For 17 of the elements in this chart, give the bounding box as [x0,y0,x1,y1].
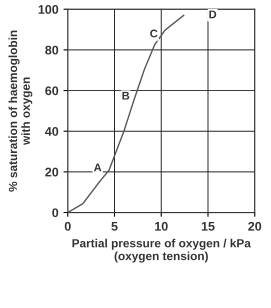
y-tick-label: 40 [45,127,58,136]
x-tick-label: 5 [111,222,118,231]
y-tick-label: 0 [52,208,58,218]
x-tick-label: 0 [64,222,71,231]
annotation: D [209,10,216,18]
y-tick-label: 20 [45,168,58,177]
y-tick-label: 100 [38,5,58,14]
annotation: B [122,92,130,100]
annotation: C [150,30,158,38]
y-axis-title: % saturation of haemoglobin with oxygen [8,30,32,192]
x-axis-title: Partial pressure of oxygen / kPa (oxygen tension) [72,238,251,263]
y-tick-label: 60 [45,86,58,96]
x-tick-label: 10 [155,222,168,231]
x-tick-label: 15 [202,222,215,231]
y-tick-label: 80 [45,46,58,55]
x-tick-label: 20 [248,222,262,231]
annotation: A [94,164,102,172]
